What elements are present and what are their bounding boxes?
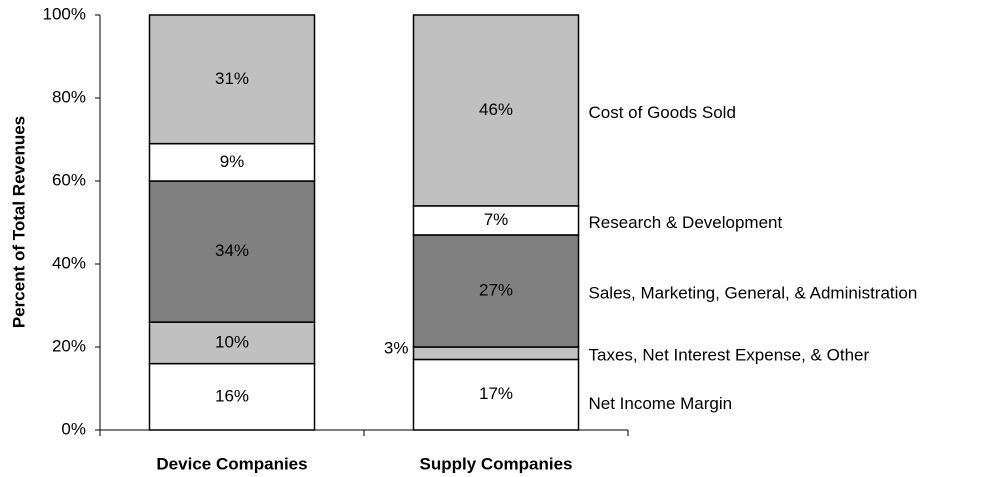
value-label: 16% xyxy=(215,386,249,405)
value-label: 7% xyxy=(484,210,509,229)
legend-label: Sales, Marketing, General, & Administrat… xyxy=(589,283,918,302)
bar-segment xyxy=(148,14,316,145)
value-label: 10% xyxy=(215,332,249,351)
value-label: 3% xyxy=(384,339,409,358)
value-label: 31% xyxy=(215,69,249,88)
value-label: 9% xyxy=(220,152,245,171)
legend-label: Taxes, Net Interest Expense, & Other xyxy=(589,346,870,365)
y-tick-label: 80% xyxy=(52,87,86,106)
x-tick-label: Supply Companies xyxy=(419,454,572,473)
y-tick-label: 40% xyxy=(52,253,86,272)
value-label: 27% xyxy=(479,280,513,299)
value-label: 17% xyxy=(479,384,513,403)
bar-segment xyxy=(148,321,316,365)
bar-segment xyxy=(412,14,580,207)
y-tick-label: 0% xyxy=(61,419,86,438)
legend-label: Research & Development xyxy=(589,213,783,232)
bar-segment xyxy=(412,234,580,348)
value-label: 46% xyxy=(479,100,513,119)
legend-label: Net Income Margin xyxy=(589,394,733,413)
bar-segment xyxy=(148,180,316,323)
x-tick-label: Device Companies xyxy=(156,454,307,473)
y-tick-label: 20% xyxy=(52,336,86,355)
y-axis-title: Percent of Total Revenues xyxy=(9,116,28,328)
y-tick-label: 60% xyxy=(52,170,86,189)
y-tick-label: 100% xyxy=(43,4,86,23)
bar-segment xyxy=(412,346,580,361)
bar-segment xyxy=(148,142,316,182)
bar-segment xyxy=(148,362,316,431)
value-label: 34% xyxy=(215,241,249,260)
legend-label: Cost of Goods Sold xyxy=(589,103,736,122)
